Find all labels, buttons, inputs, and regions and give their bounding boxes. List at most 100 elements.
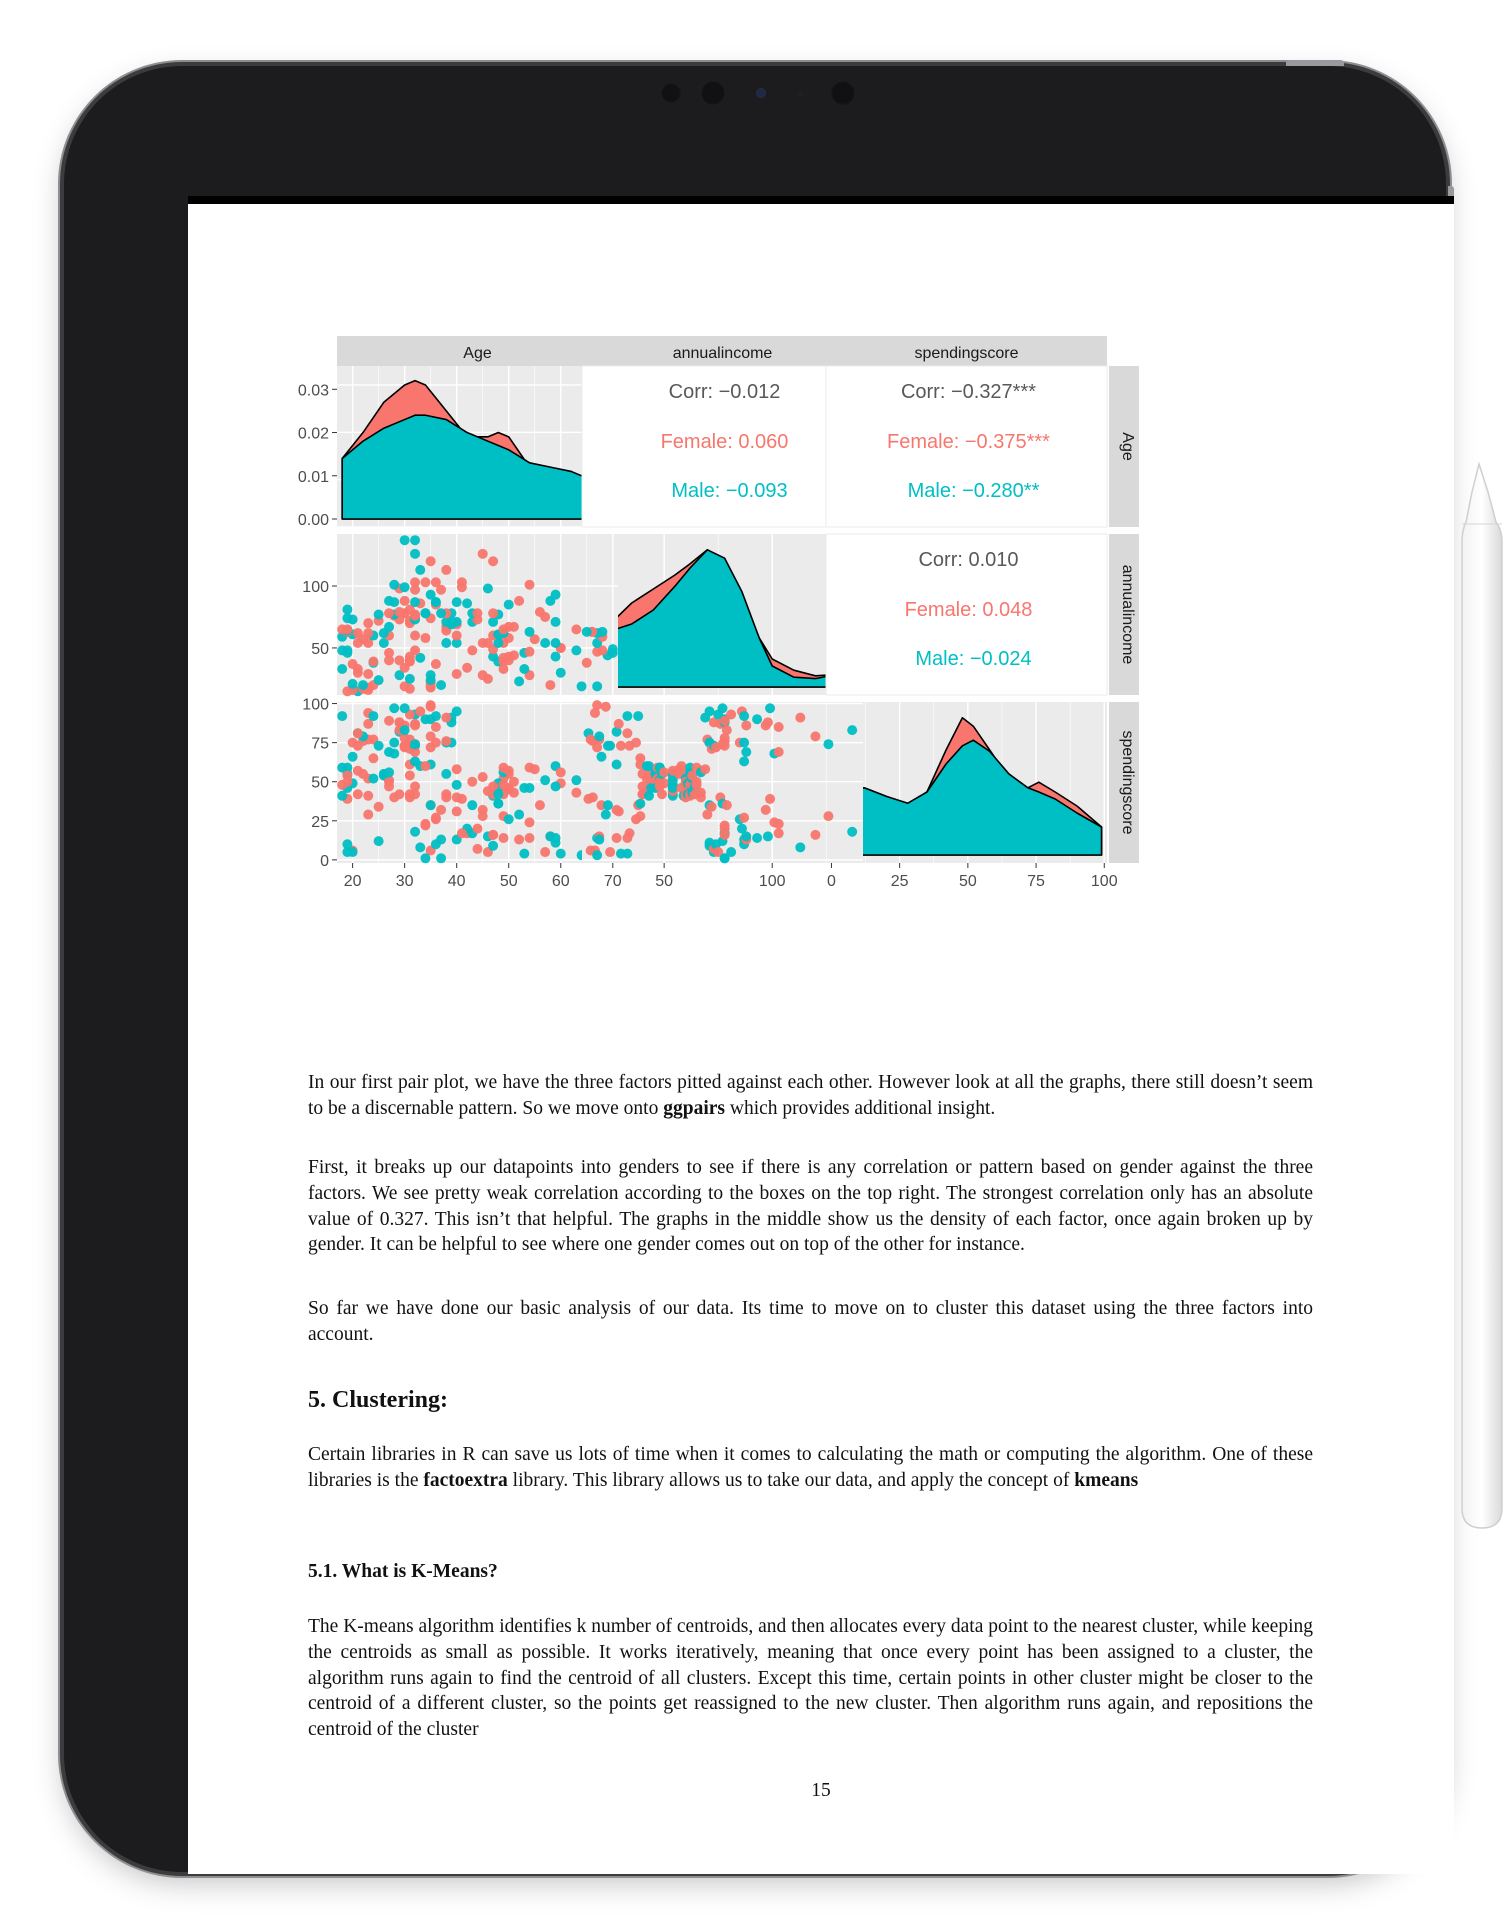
document-page[interactable]: Age annualincome spendingscore Age annualinc… (188, 204, 1454, 1874)
point-female-annualincome-spendingscore (713, 847, 724, 858)
point-female-Age-annualincome (384, 608, 395, 619)
point-male-annualincome-spendingscore (795, 842, 806, 853)
point-male-annualincome-spendingscore (602, 800, 613, 811)
point-male-Age-spendingscore (436, 853, 447, 864)
point-male-Age-annualincome (592, 681, 603, 692)
top-button[interactable] (1286, 60, 1344, 66)
point-male-Age-annualincome (488, 651, 499, 662)
point-female-Age-spendingscore (436, 804, 447, 815)
apple-pencil[interactable] (1454, 462, 1504, 1532)
point-female-Age-annualincome (436, 584, 447, 595)
point-male-Age-annualincome (446, 616, 457, 627)
corr-male-annualincome_spendingscore: Male: −0.024 (915, 648, 1031, 670)
point-male-Age-annualincome (524, 626, 535, 637)
point-female-Age-annualincome (545, 680, 556, 691)
point-male-annualincome-spendingscore (739, 711, 750, 722)
point-male-Age-annualincome (576, 681, 587, 692)
point-female-annualincome-spendingscore (721, 800, 732, 811)
point-female-Age-annualincome (399, 681, 410, 692)
point-female-Age-spendingscore (503, 765, 514, 776)
point-female-Age-annualincome (456, 577, 467, 588)
point-male-Age-spendingscore (337, 711, 348, 722)
point-male-Age-annualincome (384, 621, 395, 632)
point-female-Age-annualincome (524, 579, 535, 590)
point-male-Age-annualincome (415, 564, 426, 575)
point-female-Age-annualincome (363, 668, 374, 679)
point-female-Age-spendingscore (477, 811, 488, 822)
point-female-Age-spendingscore (352, 789, 363, 800)
corr-female-Age_spendingscore: Female: −0.375*** (887, 431, 1050, 453)
strip-right-label-Age: Age (1119, 432, 1136, 461)
point-male-Age-annualincome (503, 599, 514, 610)
point-female-Age-annualincome (597, 645, 608, 656)
point-female-annualincome-spendingscore (760, 804, 771, 815)
point-female-annualincome-spendingscore (695, 792, 706, 803)
point-male-Age-spendingscore (467, 800, 478, 811)
point-male-annualincome-spendingscore (823, 739, 834, 750)
point-male-annualincome-spendingscore (600, 809, 611, 820)
point-female-Age-spendingscore (514, 834, 525, 845)
point-male-Age-annualincome (342, 613, 353, 624)
point-female-Age-annualincome (425, 556, 436, 567)
point-male-Age-annualincome (430, 597, 441, 608)
point-female-annualincome-spendingscore (587, 792, 598, 803)
point-female-Age-annualincome (430, 659, 441, 670)
strip-label-spendingscore: spendingscore (914, 345, 1018, 362)
point-female-annualincome-spendingscore (823, 811, 834, 822)
point-female-Age-spendingscore (430, 812, 441, 823)
point-male-Age-annualincome (451, 597, 462, 608)
point-male-Age-spendingscore (488, 840, 499, 851)
point-female-Age-spendingscore (399, 732, 410, 743)
point-male-Age-annualincome (519, 663, 530, 674)
point-female-Age-annualincome (347, 659, 358, 670)
point-female-Age-annualincome (399, 595, 410, 606)
point-female-Age-spendingscore (498, 779, 509, 790)
point-female-Age-annualincome (384, 647, 395, 658)
point-male-Age-spendingscore (550, 832, 561, 843)
point-male-Age-spendingscore (415, 842, 426, 853)
point-female-Age-annualincome (410, 630, 421, 641)
point-female-Age-spendingscore (363, 809, 374, 820)
point-female-Age-annualincome (363, 628, 374, 639)
point-female-Age-spendingscore (571, 787, 582, 798)
point-male-Age-spendingscore (441, 768, 452, 779)
y-tick-label-density: 0.01 (298, 469, 329, 486)
point-female-Age-annualincome (451, 668, 462, 679)
point-female-Age-spendingscore (488, 781, 499, 792)
point-male-Age-annualincome (488, 616, 499, 627)
corr-overall-Age_spendingscore: Corr: −0.327*** (901, 381, 1036, 403)
point-female-Age-annualincome (503, 621, 514, 632)
point-female-Age-annualincome (477, 548, 488, 559)
point-female-Age-spendingscore (399, 740, 410, 751)
point-female-annualincome-spendingscore (739, 812, 750, 823)
y-tick-label-spendingscore: 100 (302, 697, 329, 714)
point-male-Age-annualincome (493, 637, 504, 648)
point-female-Age-annualincome (488, 608, 499, 619)
point-female-Age-spendingscore (410, 720, 421, 731)
point-male-annualincome-spendingscore (847, 725, 858, 736)
point-female-Age-spendingscore (425, 731, 436, 742)
point-male-Age-annualincome (373, 609, 384, 620)
point-male-Age-spendingscore (451, 706, 462, 717)
point-female-Age-annualincome (352, 628, 363, 639)
point-male-Age-annualincome (415, 652, 426, 663)
point-male-annualincome-spendingscore (611, 759, 622, 770)
point-female-annualincome-spendingscore (611, 832, 622, 843)
y-tick-label-spendingscore: 50 (311, 775, 329, 792)
point-female-Age-spendingscore (358, 768, 369, 779)
point-female-annualincome-spendingscore (773, 818, 784, 829)
point-male-Age-annualincome (482, 583, 493, 594)
point-female-annualincome-spendingscore (613, 718, 624, 729)
point-male-annualincome-spendingscore (765, 703, 776, 714)
point-female-Age-annualincome (514, 595, 525, 606)
point-male-Age-spendingscore (503, 814, 514, 825)
point-male-annualincome-spendingscore (644, 790, 655, 801)
point-male-annualincome-spendingscore (704, 706, 715, 717)
point-female-Age-spendingscore (342, 776, 353, 787)
point-female-Age-annualincome (462, 662, 473, 673)
point-female-annualincome-spendingscore (706, 801, 717, 812)
point-female-annualincome-spendingscore (719, 829, 730, 840)
point-male-Age-spendingscore (342, 847, 353, 858)
point-female-Age-spendingscore (352, 728, 363, 739)
point-male-annualincome-spendingscore (592, 850, 603, 861)
